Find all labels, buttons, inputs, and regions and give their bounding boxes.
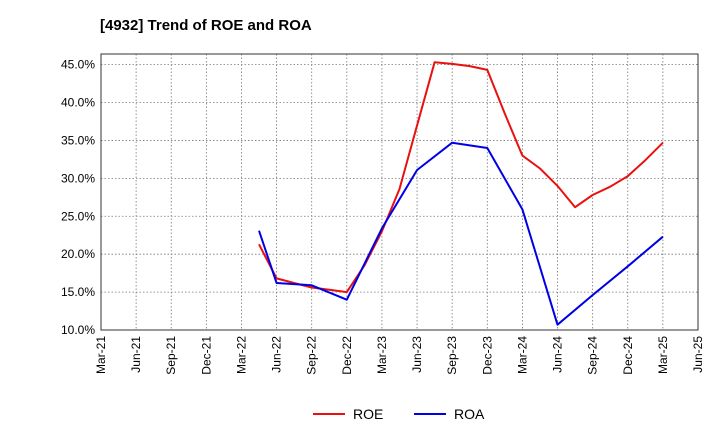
x-tick-label: Jun-23 <box>410 336 424 373</box>
y-tick-label: 25.0% <box>61 209 95 223</box>
roe-line <box>258 61 664 294</box>
x-tick-label: Sep-23 <box>445 336 459 375</box>
series <box>258 61 664 326</box>
x-tick-label: Sep-24 <box>586 336 600 375</box>
legend-label-roe: ROE <box>353 406 383 422</box>
y-tick-label: 20.0% <box>61 247 95 261</box>
axes: Mar-21 Jun-21 Sep-21 Dec-21 Mar-22 Jun-22 Sep-… <box>61 53 705 375</box>
x-tick-label: Jun-21 <box>129 336 143 373</box>
x-tick-label: Jun-22 <box>270 336 284 373</box>
y-tick-label: 35.0% <box>61 133 95 147</box>
plot-border <box>100 53 699 331</box>
x-tick-label: Jun-25 <box>691 336 705 373</box>
x-tick-label: Sep-22 <box>305 336 319 375</box>
x-tick-label: Jun-24 <box>551 336 565 373</box>
y-tick-label: 40.0% <box>61 96 95 110</box>
plot-area <box>101 54 698 330</box>
x-tick-label: Dec-22 <box>340 336 354 375</box>
x-tick-label: Mar-22 <box>234 336 248 374</box>
y-tick-label: 15.0% <box>61 285 95 299</box>
x-tick-label: Mar-21 <box>94 336 108 374</box>
roa-line <box>258 141 664 326</box>
x-tick-label: Mar-23 <box>375 336 389 374</box>
x-tick-label: Dec-24 <box>621 336 635 375</box>
chart-title: [4932] Trend of ROE and ROA <box>100 17 312 34</box>
legend: ROE ROA <box>313 406 485 422</box>
x-tick-label: Mar-25 <box>656 336 670 374</box>
y-tick-label: 45.0% <box>61 58 95 72</box>
x-tick-label: Sep-21 <box>164 336 178 375</box>
y-tick-label: 10.0% <box>61 323 95 337</box>
grid <box>101 54 698 330</box>
y-tick-label: 30.0% <box>61 171 95 185</box>
x-tick-label: Dec-21 <box>199 336 213 375</box>
x-tick-label: Mar-24 <box>515 336 529 374</box>
x-tick-label: Dec-23 <box>480 336 494 375</box>
legend-label-roa: ROA <box>454 406 485 422</box>
